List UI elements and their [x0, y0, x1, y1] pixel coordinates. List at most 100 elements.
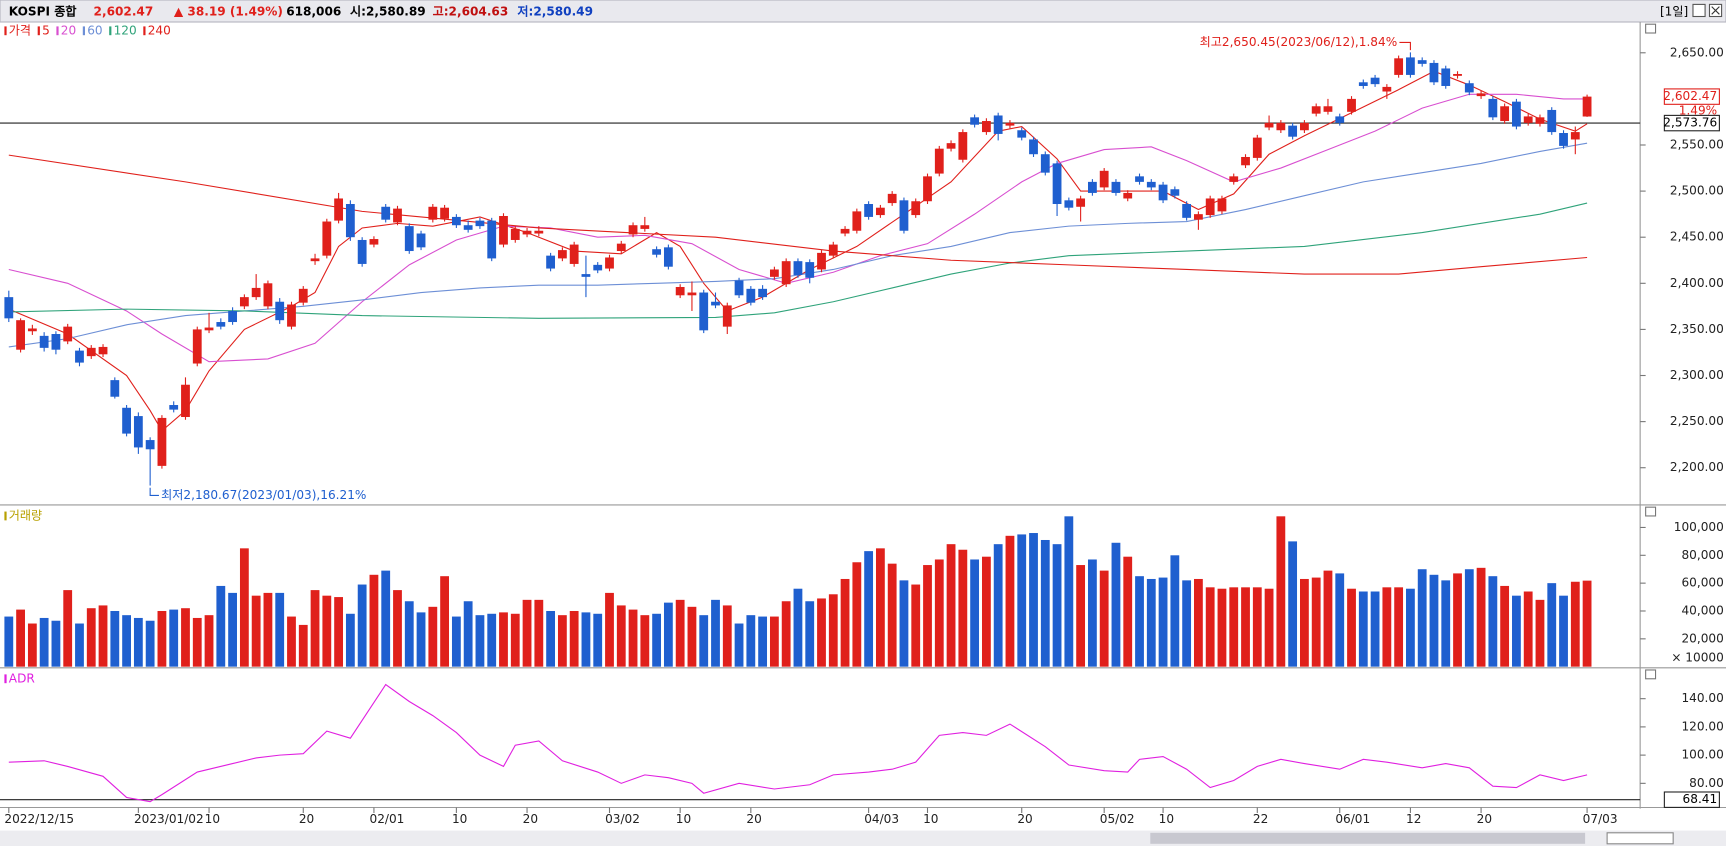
volume-bar	[1311, 577, 1321, 667]
y-tick-label: 40,000	[1681, 603, 1723, 617]
volume-bar	[169, 609, 179, 667]
candle-body	[1311, 106, 1321, 114]
volume-bar	[298, 624, 308, 667]
volume-bar	[1476, 567, 1486, 667]
volume-bar	[711, 599, 720, 667]
volume-bar	[428, 606, 438, 667]
y-tick-label: 80,000	[1681, 548, 1723, 562]
volume-bar	[1406, 588, 1415, 667]
candle-body	[192, 329, 202, 364]
candle-body	[887, 193, 897, 204]
candle-body	[958, 132, 968, 160]
reference-label: 2,573.76	[1663, 116, 1717, 130]
candle-body	[616, 243, 626, 252]
volume-bar	[1158, 577, 1168, 667]
volume-bar	[675, 599, 685, 667]
volume-bar	[1323, 570, 1333, 667]
volume-bar	[1559, 595, 1568, 667]
volume-bar	[875, 548, 885, 667]
volume-bar	[534, 599, 544, 667]
volume-bar	[275, 592, 285, 667]
candle-body	[1205, 198, 1215, 216]
candle-body	[1512, 101, 1521, 127]
candle-body	[122, 407, 131, 434]
candle-body	[1017, 130, 1027, 138]
y-tick-label: 20,000	[1681, 631, 1723, 645]
volume-bar	[499, 612, 508, 667]
candle-body	[581, 274, 591, 277]
volume-bar	[393, 590, 402, 667]
candle-body	[1087, 181, 1097, 193]
volume-bar	[923, 565, 932, 667]
candle-body	[499, 215, 508, 245]
volume-bar	[1429, 574, 1439, 667]
volume-bar	[817, 598, 826, 667]
volume-bar	[687, 606, 697, 667]
volume-bar	[27, 623, 37, 667]
pane-button[interactable]	[1645, 506, 1657, 517]
legend-swatch	[4, 26, 7, 36]
candle-body	[228, 310, 237, 323]
y-tick-label: 2,300.00	[1670, 368, 1724, 382]
moving-average-line	[8, 93, 1588, 363]
volume-bar	[663, 602, 673, 667]
candle-body	[1182, 204, 1192, 218]
candle-body	[428, 206, 438, 220]
candle-body	[157, 417, 167, 466]
candle-body	[1288, 125, 1298, 137]
scrollbar-thumb[interactable]	[1150, 832, 1586, 844]
candle-body	[381, 206, 391, 220]
moving-average-line	[8, 202, 1588, 319]
x-tick-label: 20	[299, 812, 314, 826]
pane-button[interactable]	[1645, 669, 1657, 680]
moving-average-line	[8, 142, 1588, 348]
candle-body	[310, 258, 320, 262]
period-button[interactable]: [1일]	[1660, 5, 1688, 19]
volume-bar	[734, 623, 744, 667]
volume-bar	[887, 563, 897, 667]
candle-body	[1217, 198, 1227, 212]
volume-bar	[1123, 556, 1133, 667]
volume-bar	[1017, 534, 1027, 667]
legend-label: 120	[114, 23, 137, 37]
volume-bar	[404, 601, 414, 667]
candle-body	[593, 264, 603, 271]
candle-body	[86, 347, 96, 357]
candle-body	[663, 247, 673, 267]
y-tick-label: 120.00	[1681, 719, 1723, 733]
volume-bar	[133, 617, 143, 667]
volume-bar	[1417, 569, 1427, 667]
candle-body	[687, 292, 697, 296]
volume-bar	[1464, 569, 1474, 667]
pane-button[interactable]	[1645, 23, 1657, 34]
volume-bar	[1453, 573, 1462, 667]
y-tick-label: 80.00	[1689, 776, 1724, 790]
x-tick-label: 20	[523, 812, 538, 826]
price-change-label: 1.49%	[1679, 103, 1717, 117]
x-tick-label: 10	[205, 812, 220, 826]
open-price: 시:2,580.89	[350, 5, 426, 19]
volume-bar	[958, 549, 968, 667]
volume-bar	[1500, 585, 1510, 667]
maximize-button[interactable]	[1692, 3, 1706, 18]
legend-swatch	[56, 26, 59, 36]
candle-body	[1264, 122, 1274, 128]
candle-body	[1040, 154, 1050, 173]
candle-body	[275, 301, 285, 321]
volume-bar	[1241, 587, 1250, 667]
x-tick-label: 22	[1253, 812, 1268, 826]
candle-body	[1229, 176, 1239, 182]
x-tick-label: 03/02	[605, 812, 640, 826]
volume-bar	[51, 620, 61, 667]
volume-bar	[722, 605, 732, 667]
zoom-slider[interactable]	[1606, 832, 1674, 845]
candle-body	[840, 228, 850, 234]
volume-bar	[228, 592, 237, 667]
candle-body	[1158, 184, 1168, 201]
volume-bar	[1099, 570, 1109, 667]
y-tick-label: 2,350.00	[1670, 322, 1724, 336]
volume-bar	[334, 597, 343, 667]
candle-body	[1453, 73, 1462, 76]
candle-body	[463, 225, 473, 230]
x-tick-label: 10	[923, 812, 938, 826]
